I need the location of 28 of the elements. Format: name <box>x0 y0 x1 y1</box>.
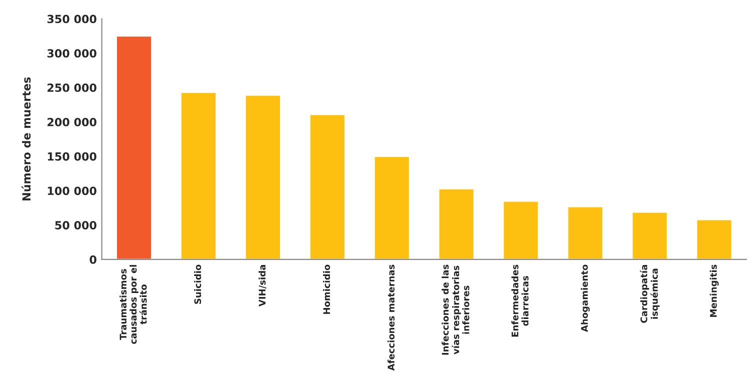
bar <box>116 35 152 260</box>
y-tick-label: 300 000 <box>47 49 96 58</box>
y-tick-label: 250 000 <box>48 84 96 92</box>
bar <box>631 211 668 260</box>
bar <box>696 218 733 260</box>
y-tick-label: 100 000 <box>48 186 96 196</box>
x-tick-label: Suicidio <box>194 264 202 304</box>
bar <box>438 188 475 260</box>
x-tick-label: Infecciones de las vías respiratorias inferiores <box>442 264 470 355</box>
x-tick-label: Cardiopatía isquémica <box>640 265 660 323</box>
x-tick-label: Homicidio <box>323 264 330 314</box>
y-tick-label: 0 <box>90 255 96 264</box>
y-tick-label: 200 000 <box>48 118 96 126</box>
y-tick-label: 50 000 <box>55 221 96 230</box>
y-tick-label: 350 000 <box>47 14 96 24</box>
x-tick-label: Traumatismos causados por el tránsito <box>120 265 147 344</box>
y-tick-label: 150 000 <box>48 152 96 161</box>
bar <box>566 206 604 260</box>
bar <box>309 114 346 260</box>
x-tick-label: Meningitis <box>710 264 719 317</box>
y-axis-title: Número de muertes <box>22 77 31 200</box>
bar <box>373 156 410 260</box>
bar <box>180 92 217 260</box>
x-tick-label: Ahogamiento <box>580 264 590 332</box>
x-tick-label: VIH/sida <box>258 265 266 306</box>
bar <box>502 200 540 260</box>
x-tick-label: Afecciones maternas <box>388 264 395 371</box>
bar <box>244 94 282 260</box>
